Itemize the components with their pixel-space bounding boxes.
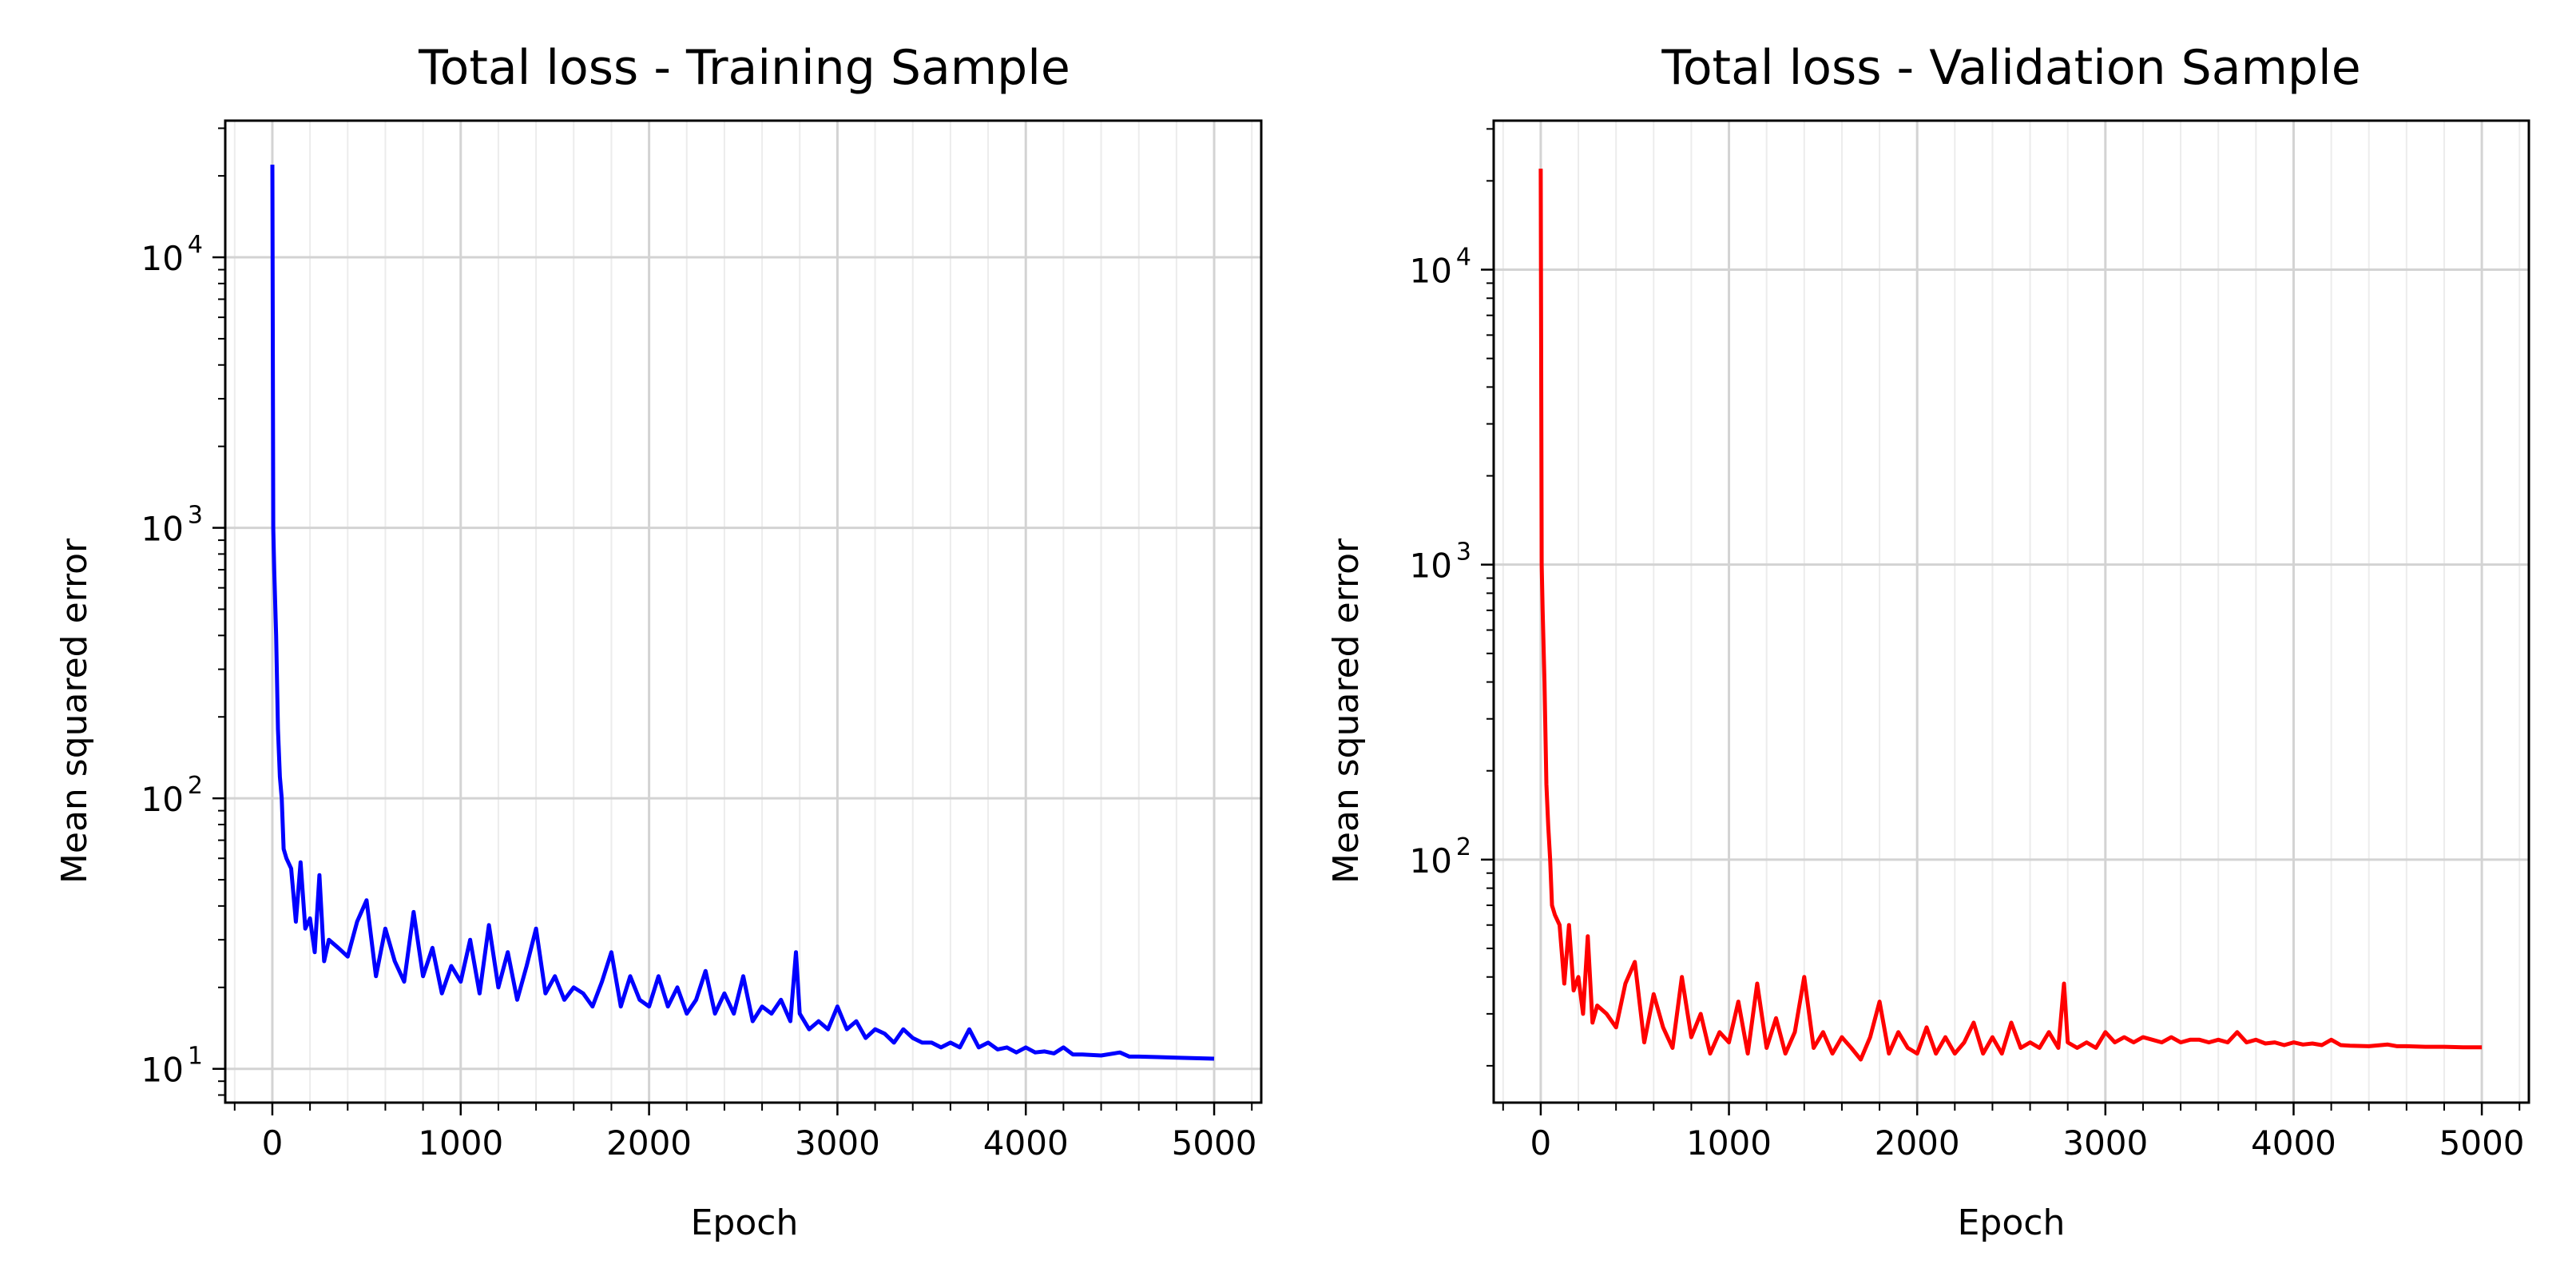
x-axis-ticks: 0 1000 2000 3000 4000 5000 bbox=[1530, 121, 2525, 1163]
x-tick-label: 5000 bbox=[1172, 1123, 1257, 1163]
chart-training: Total loss - Training Sample Epoch Mean … bbox=[54, 40, 1263, 1243]
x-tick-label: 4000 bbox=[983, 1123, 1069, 1163]
y-tick-exponent: 1 bbox=[188, 1043, 203, 1071]
x-tick-label: 3000 bbox=[795, 1123, 880, 1163]
y-axis-label: Mean squared error bbox=[1326, 538, 1367, 884]
y-axis-label: Mean squared error bbox=[54, 538, 95, 884]
y-tick-exponent: 3 bbox=[1456, 539, 1471, 566]
y-tick-label: 10 bbox=[141, 239, 184, 278]
y-tick-exponent: 3 bbox=[188, 502, 203, 530]
x-axis-label: Epoch bbox=[1958, 1203, 2066, 1243]
axes-frame bbox=[1492, 119, 2530, 1104]
chart-title: Total loss - Training Sample bbox=[418, 40, 1070, 96]
minor-gridlines bbox=[1502, 121, 2521, 1111]
x-tick-label: 4000 bbox=[2251, 1123, 2336, 1163]
x-axis-ticks: 0 1000 2000 3000 4000 5000 bbox=[262, 121, 1257, 1163]
x-tick-label: 3000 bbox=[2062, 1123, 2148, 1163]
y-tick-exponent: 4 bbox=[1456, 243, 1471, 271]
y-tick-exponent: 4 bbox=[188, 231, 203, 259]
x-tick-label: 0 bbox=[262, 1123, 284, 1163]
x-axis-label: Epoch bbox=[691, 1203, 799, 1243]
y-tick-label: 10 bbox=[141, 510, 184, 549]
y-tick-label: 10 bbox=[1410, 841, 1452, 881]
y-tick-label: 10 bbox=[141, 1051, 184, 1090]
chart-title: Total loss - Validation Sample bbox=[1661, 40, 2360, 96]
y-tick-exponent: 2 bbox=[188, 772, 203, 800]
x-tick-label: 0 bbox=[1530, 1123, 1552, 1163]
y-tick-label: 10 bbox=[1410, 547, 1452, 586]
x-tick-label: 1000 bbox=[418, 1123, 503, 1163]
x-tick-label: 2000 bbox=[606, 1123, 692, 1163]
y-tick-label: 10 bbox=[1410, 251, 1452, 290]
x-tick-label: 1000 bbox=[1686, 1123, 1772, 1163]
series-line bbox=[270, 165, 1215, 1061]
y-tick-exponent: 2 bbox=[1456, 833, 1471, 861]
axes-frame bbox=[224, 119, 1263, 1104]
x-tick-label: 2000 bbox=[1875, 1123, 1960, 1163]
series-line bbox=[1538, 169, 2483, 1062]
x-tick-label: 5000 bbox=[2439, 1123, 2525, 1163]
chart-validation: Total loss - Validation Sample Epoch Mea… bbox=[1326, 40, 2530, 1243]
y-tick-label: 10 bbox=[141, 780, 184, 819]
